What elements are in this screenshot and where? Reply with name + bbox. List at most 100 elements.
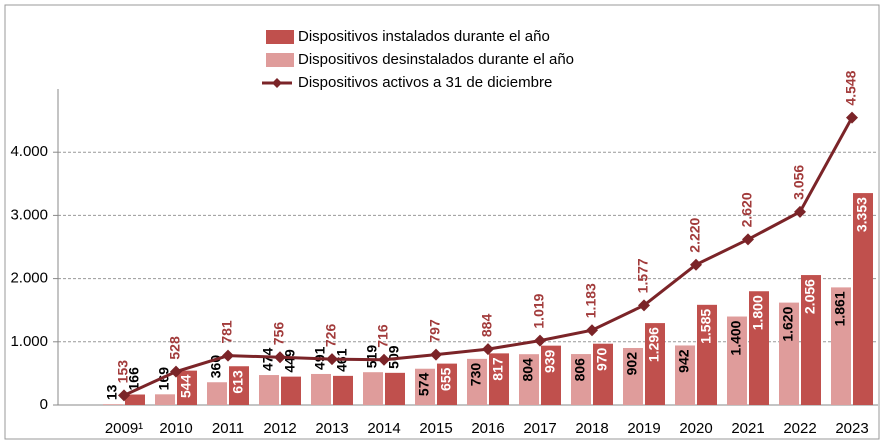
bar-value-label: 1.296 <box>646 327 662 362</box>
x-tick-label: 2018 <box>575 420 608 437</box>
line-marker <box>638 299 650 312</box>
x-tick-label: 2013 <box>315 420 348 437</box>
bar-value-label: 1.800 <box>750 295 766 330</box>
bar <box>281 376 301 405</box>
bar-value-label: 474 <box>260 347 276 371</box>
line-marker <box>378 353 390 366</box>
bar-value-label: 449 <box>282 349 298 373</box>
bar-value-label: 902 <box>624 352 640 376</box>
line-marker <box>794 205 806 218</box>
bar-value-label: 730 <box>468 363 484 387</box>
y-tick-label: 0 <box>40 396 48 413</box>
line-value-label: 153 <box>115 360 131 384</box>
bar-value-label: 806 <box>572 358 588 382</box>
line-marker <box>690 258 702 271</box>
bar <box>675 345 695 405</box>
x-tick-label: 2015 <box>419 420 452 437</box>
bar <box>519 354 539 405</box>
line-value-label: 1.019 <box>531 293 547 328</box>
line-marker <box>170 365 182 378</box>
x-tick-label: 2011 <box>212 420 244 437</box>
bar <box>333 375 353 405</box>
bar-value-label: 509 <box>386 345 402 369</box>
legend-label: Dispositivos desinstalados durante el añ… <box>298 51 574 68</box>
bar <box>103 404 123 405</box>
line-value-label: 726 <box>323 324 339 348</box>
line-marker <box>534 334 546 347</box>
bar-value-label: 939 <box>542 349 558 373</box>
bar-value-label: 574 <box>416 373 432 397</box>
bar-value-label: 519 <box>364 345 380 369</box>
line-marker <box>118 389 130 402</box>
bar <box>363 372 383 405</box>
legend-swatch <box>266 30 294 44</box>
legend-swatch <box>266 53 294 67</box>
legend-label: Dispositivos instalados durante el año <box>298 28 550 45</box>
line-value-label: 2.620 <box>739 192 755 227</box>
y-tick-label: 3.000 <box>10 206 48 223</box>
line-value-label: 756 <box>271 322 287 346</box>
bar <box>831 287 851 405</box>
bar <box>853 193 873 405</box>
bar-value-label: 613 <box>230 370 246 394</box>
line-value-label: 781 <box>219 320 235 344</box>
line-marker <box>846 111 858 124</box>
line-marker <box>222 349 234 362</box>
x-tick-label: 2022 <box>783 420 816 437</box>
line-value-label: 1.183 <box>583 283 599 318</box>
bar <box>571 354 591 405</box>
bar <box>437 363 457 405</box>
bar-value-label: 13 <box>104 384 120 400</box>
x-tick-label: 2021 <box>731 420 764 437</box>
x-tick-label: 2009¹ <box>105 420 143 437</box>
x-tick-label: 2010 <box>159 420 192 437</box>
line-marker <box>326 353 338 366</box>
bar-value-label: 655 <box>438 367 454 391</box>
bar <box>779 302 799 405</box>
line-value-label: 4.548 <box>843 70 859 105</box>
line-marker <box>482 343 494 356</box>
bar <box>801 275 821 405</box>
bar <box>229 366 249 405</box>
line-value-label: 528 <box>167 336 183 360</box>
bar <box>385 372 405 405</box>
bar <box>489 353 509 405</box>
line-marker <box>742 233 754 246</box>
bar <box>749 291 769 405</box>
line-marker <box>430 348 442 361</box>
x-tick-label: 2023 <box>835 420 868 437</box>
y-tick-label: 2.000 <box>10 270 48 287</box>
bar-value-label: 1.585 <box>698 309 714 344</box>
bar-value-label: 1.620 <box>780 306 796 341</box>
line-value-label: 797 <box>427 319 443 343</box>
legend-label: Dispositivos activos a 31 de diciembre <box>298 74 552 91</box>
line-value-label: 884 <box>479 314 495 338</box>
bar <box>177 370 197 405</box>
bar-value-label: 1.400 <box>728 320 744 355</box>
line-value-label: 2.220 <box>687 217 703 252</box>
bar <box>259 375 279 405</box>
bar <box>645 323 665 405</box>
bar-value-label: 804 <box>520 358 536 382</box>
y-tick-label: 4.000 <box>10 143 48 160</box>
bar <box>125 394 145 405</box>
bar-value-label: 544 <box>178 374 194 398</box>
bar-value-label: 2.056 <box>802 279 818 314</box>
bar-value-label: 942 <box>676 349 692 373</box>
line-value-label: 1.577 <box>635 258 651 293</box>
bar-value-label: 970 <box>594 347 610 371</box>
x-tick-label: 2017 <box>523 420 556 437</box>
x-tick-label: 2019 <box>627 420 660 437</box>
legend-marker <box>272 78 282 88</box>
line-value-label: 3.056 <box>791 165 807 200</box>
line-value-label: 716 <box>375 324 391 348</box>
bar-value-label: 3.353 <box>854 197 870 232</box>
bar <box>593 343 613 405</box>
bar-value-label: 817 <box>490 357 506 381</box>
bar <box>467 358 487 405</box>
bar <box>155 394 175 405</box>
bar <box>623 347 643 405</box>
line-marker <box>274 351 286 364</box>
bar <box>311 373 331 405</box>
